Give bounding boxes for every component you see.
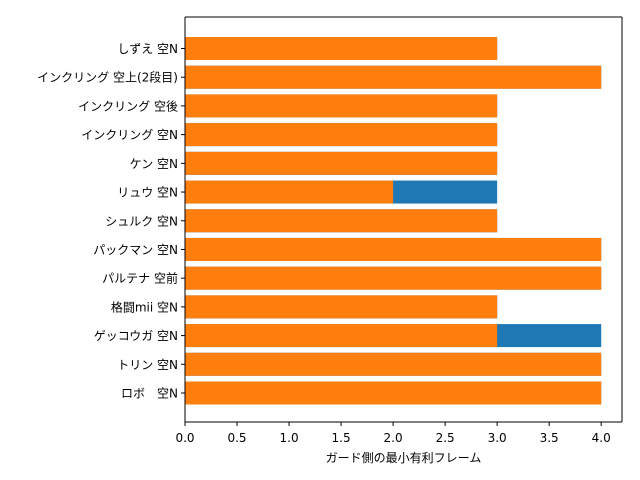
bar-series-orange-3 — [185, 123, 498, 147]
x-tick-label: 1.0 — [280, 431, 299, 445]
bar-series-orange-11 — [185, 352, 602, 376]
x-tick-label: 0.5 — [227, 431, 246, 445]
plot-frame — [184, 16, 623, 423]
y-tick-label: ゲッコウガ 空N — [94, 329, 178, 343]
y-tick-label: しずえ 空N — [117, 42, 178, 56]
y-tick-label: パックマン 空N — [93, 243, 178, 257]
x-tick-label: 1.5 — [332, 431, 351, 445]
x-tick-label: 3.0 — [488, 431, 507, 445]
x-axis-label: ガード側の最小有利フレーム — [326, 451, 482, 465]
y-tick-label: インクリング 空後 — [78, 99, 178, 113]
bar-series-orange-12 — [185, 381, 602, 405]
y-tick-label: リュウ 空N — [117, 186, 178, 200]
bar-series-orange-8 — [185, 266, 602, 290]
bar-series-orange-2 — [185, 94, 498, 118]
bar-series-orange-9 — [185, 295, 498, 319]
bar-series-orange-1 — [185, 65, 602, 89]
x-tick-label: 2.5 — [436, 431, 455, 445]
x-tick-label: 3.5 — [540, 431, 559, 445]
bar-series-orange-0 — [185, 37, 498, 60]
y-tick-label: インクリング 空上(2段目) — [37, 70, 178, 85]
bar-series-orange-5 — [185, 180, 394, 204]
x-tick-label: 0.0 — [175, 431, 194, 445]
bars-group — [185, 37, 602, 405]
y-tick-label: パルテナ 空前 — [102, 271, 178, 286]
x-tick-label: 4.0 — [592, 431, 611, 445]
x-axis-ticks: 0.0 0.5 1.0 1.5 2.0 2.5 3.0 3.5 4.0 — [175, 422, 611, 445]
y-tick-label: シュルク 空N — [105, 214, 178, 228]
y-tick-label: インクリング 空N — [81, 128, 178, 142]
y-tick-label: ケン 空N — [130, 157, 178, 171]
bar-series-orange-7 — [185, 237, 602, 261]
y-tick-label: 格闘mii 空N — [111, 299, 178, 314]
bar-series-orange-4 — [185, 151, 498, 175]
y-tick-label: トリン 空N — [117, 358, 178, 372]
x-tick-label: 2.0 — [384, 431, 403, 445]
bar-series-orange-10 — [185, 324, 498, 348]
y-tick-label: ロボ 空N — [121, 387, 178, 401]
bar-series-orange-6 — [185, 209, 498, 233]
